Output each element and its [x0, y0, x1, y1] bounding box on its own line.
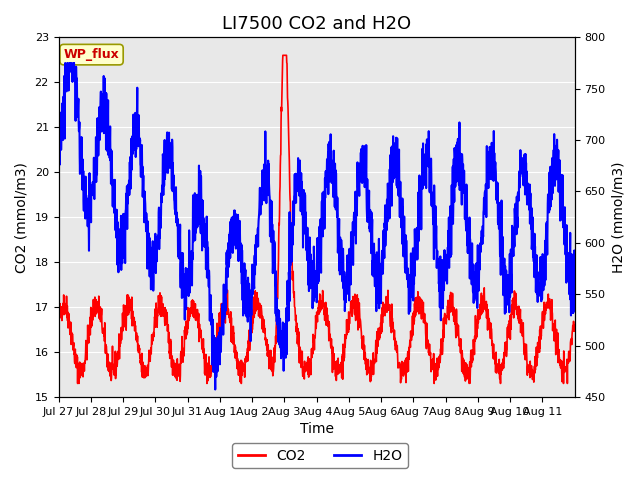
X-axis label: Time: Time — [300, 422, 333, 436]
Legend: CO2, H2O: CO2, H2O — [232, 443, 408, 468]
Y-axis label: CO2 (mmol/m3): CO2 (mmol/m3) — [15, 162, 29, 273]
Title: LI7500 CO2 and H2O: LI7500 CO2 and H2O — [222, 15, 411, 33]
Text: WP_flux: WP_flux — [64, 48, 120, 61]
Y-axis label: H2O (mmol/m3): H2O (mmol/m3) — [611, 161, 625, 273]
